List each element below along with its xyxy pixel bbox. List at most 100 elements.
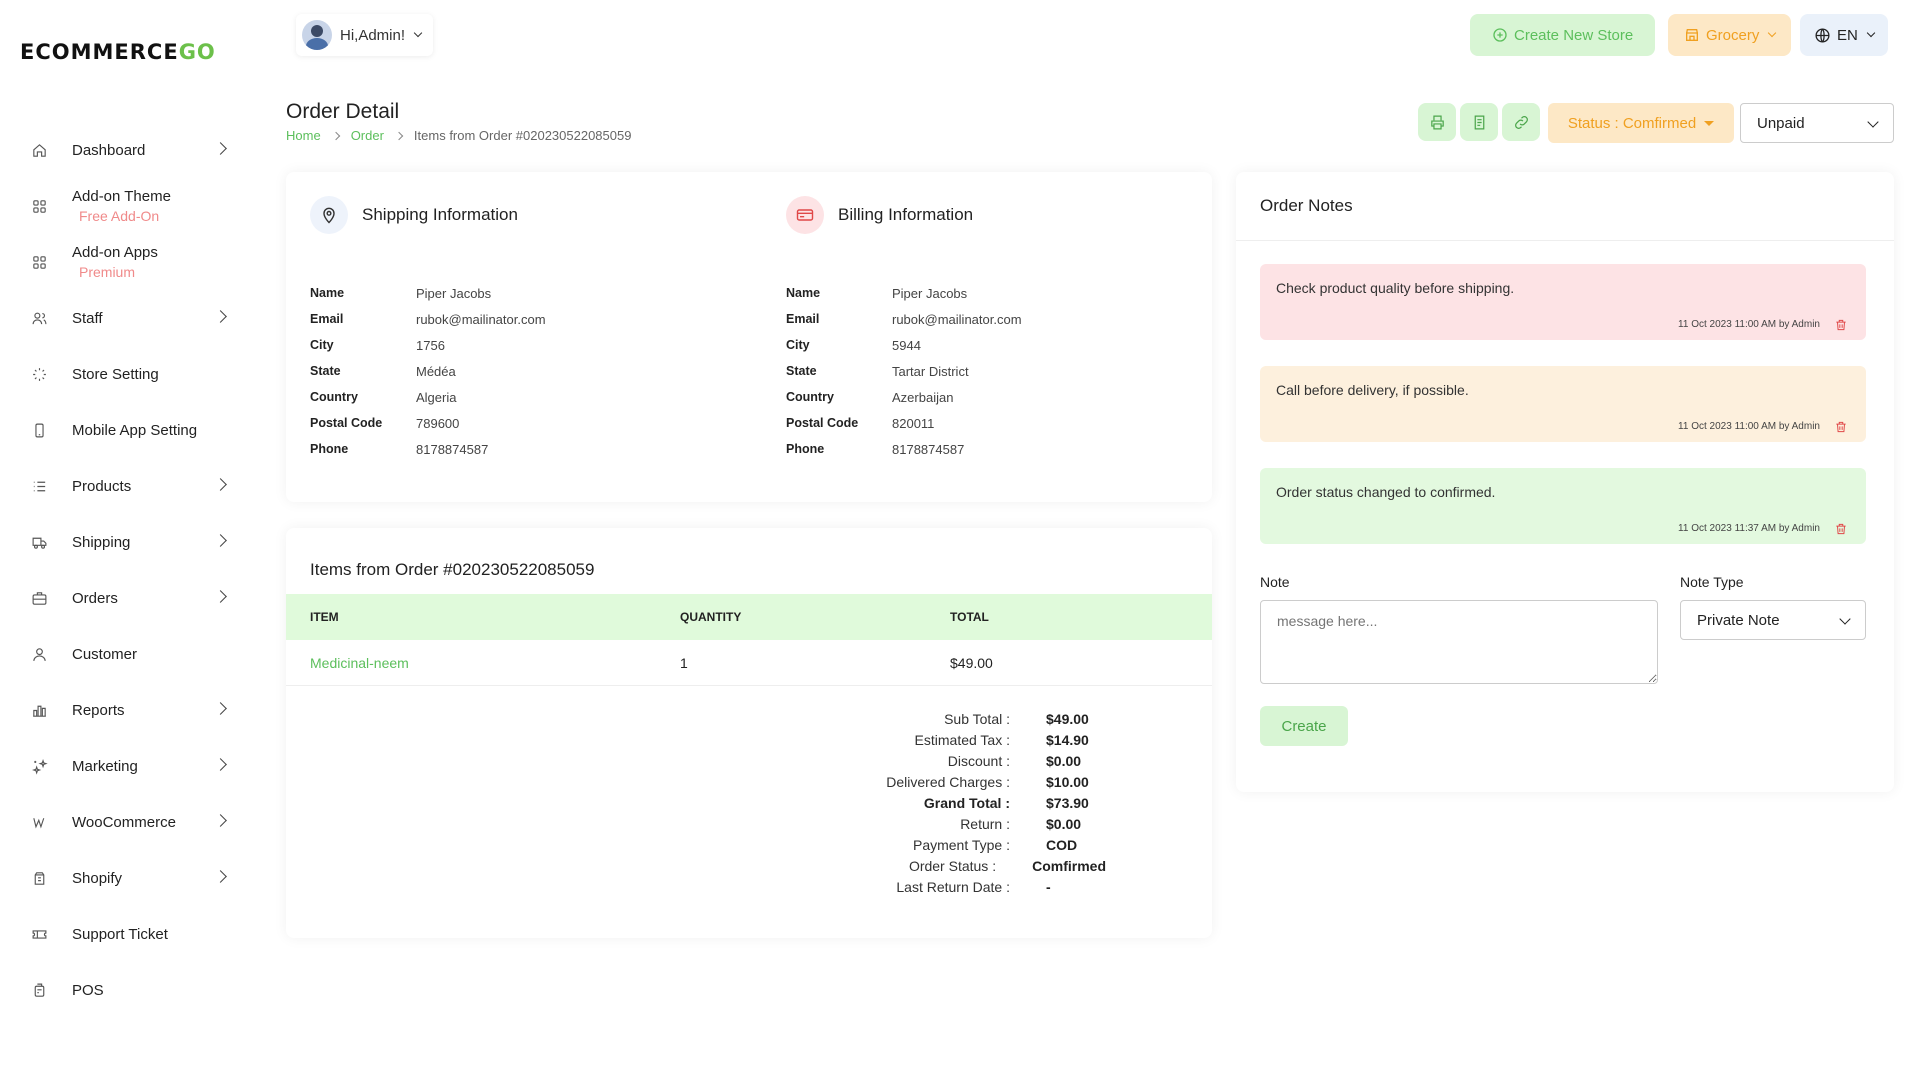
note-item: Call before delivery, if possible. 11 Oc… [1260, 366, 1866, 442]
field-value: Azerbaijan [892, 389, 954, 405]
note-type-select[interactable]: Private Note [1680, 600, 1866, 640]
total-row: Delivered Charges : $10.00 [686, 771, 1106, 792]
link-icon [1514, 115, 1528, 129]
chevron-right-icon [214, 758, 227, 771]
sidebar-item-products[interactable]: Products [0, 458, 260, 514]
sidebar-item-customer[interactable]: Customer [0, 626, 260, 682]
total-label: Discount : [947, 752, 1010, 769]
col-item: ITEM [310, 610, 339, 624]
chevron-down-icon [413, 28, 423, 38]
store-select[interactable]: Grocery [1668, 14, 1792, 56]
sidebar-item-support-ticket[interactable]: Support Ticket [0, 906, 260, 962]
field-label: Postal Code [310, 416, 383, 430]
user-menu[interactable]: Hi,Admin! [296, 14, 433, 56]
mobile-icon [30, 421, 48, 439]
sidebar-item-staff[interactable]: Staff [0, 290, 260, 346]
billing-row-state: State Tartar District [786, 358, 1176, 384]
total-row: Order Status : Comfirmed [686, 855, 1106, 876]
breadcrumb-home[interactable]: Home [286, 128, 321, 143]
total-value: - [1046, 878, 1051, 895]
sidebar-item-label: Shopify [72, 869, 123, 887]
notes-title: Order Notes [1260, 196, 1353, 215]
total-label: Return : [960, 815, 1010, 832]
chevron-right-icon [214, 814, 227, 827]
breadcrumb: Home Order Items from Order #02023052208… [286, 128, 631, 143]
sidebar-item-dashboard[interactable]: Dashboard [0, 122, 260, 178]
trash-icon[interactable] [1834, 522, 1848, 536]
field-value: 1756 [416, 337, 445, 353]
create-note-button[interactable]: Create [1260, 706, 1348, 746]
breadcrumb-current: Items from Order #020230522085059 [413, 128, 632, 143]
field-value: Piper Jacobs [892, 285, 968, 301]
sidebar-item-woocommerce[interactable]: WooCommerce [0, 794, 260, 850]
sidebar-item-shipping[interactable]: Shipping [0, 514, 260, 570]
field-label: Name [310, 286, 345, 300]
sidebar-item-pos[interactable]: POS [0, 962, 260, 1018]
users-icon [30, 309, 48, 327]
bar-chart-icon [30, 701, 48, 719]
sidebar-item-marketing[interactable]: Marketing [0, 738, 260, 794]
chevron-right-icon [394, 131, 404, 140]
note-label: Note [1260, 574, 1290, 590]
shipping-row-state: State Médéa [310, 358, 700, 384]
address-card: Shipping Information Name Piper Jacobs Ema… [286, 172, 1212, 502]
ticket-icon [30, 925, 48, 943]
sidebar: ECOMMERCEGO Dashboard Add-on Theme Free Ad… [0, 0, 260, 1080]
chevron-right-icon [214, 534, 227, 547]
invoice-button[interactable] [1460, 103, 1498, 141]
total-label: Last Return Date : [896, 878, 1010, 895]
print-button[interactable] [1418, 103, 1456, 141]
shipping-row-city: City 1756 [310, 332, 700, 358]
chevron-down-icon [1768, 28, 1777, 38]
col-total: TOTAL [950, 610, 989, 624]
total-label: Order Status : [908, 857, 997, 874]
field-label: State [310, 364, 341, 378]
chevron-right-icon [214, 702, 227, 715]
order-status-button[interactable]: Status : Comfirmed [1548, 103, 1734, 143]
field-value: Médéa [416, 363, 456, 379]
pos-icon [30, 981, 48, 999]
note-textarea[interactable] [1260, 600, 1658, 684]
sidebar-item-label: Support Ticket [72, 925, 168, 943]
sidebar-item-mobile-app-setting[interactable]: Mobile App Setting [0, 402, 260, 458]
breadcrumb-order[interactable]: Order [350, 128, 384, 143]
user-icon [30, 645, 48, 663]
chevron-right-icon [214, 870, 227, 883]
grid-icon [30, 253, 48, 271]
sidebar-item-reports[interactable]: Reports [0, 682, 260, 738]
field-label: Email [786, 312, 820, 326]
field-value: Piper Jacobs [416, 285, 492, 301]
sidebar-nav: Dashboard Add-on Theme Free Add-On Add-on A… [0, 122, 260, 1018]
create-new-store-button[interactable]: Create New Store [1470, 14, 1656, 56]
sidebar-item-label: Products [72, 477, 132, 495]
total-value: $14.90 [1046, 731, 1089, 748]
total-label: Payment Type : [912, 836, 1010, 853]
field-value: Algeria [416, 389, 457, 405]
field-label: Phone [786, 442, 825, 456]
credit-card-icon [786, 196, 824, 234]
sidebar-item-add-on-theme[interactable]: Add-on Theme Free Add-On [0, 178, 260, 234]
copy-link-button[interactable] [1502, 103, 1540, 141]
shipping-row-postal-code: Postal Code 789600 [310, 410, 700, 436]
trash-icon[interactable] [1834, 420, 1848, 434]
woocommerce-icon [30, 813, 48, 831]
sidebar-item-shopify[interactable]: Shopify [0, 850, 260, 906]
phone-link[interactable]: 8178874587 [416, 441, 489, 457]
field-label: City [310, 338, 334, 352]
billing-details: Name Piper Jacobs Email rubok@mailinator.co… [786, 280, 1176, 462]
sidebar-item-store-setting[interactable]: Store Setting [0, 346, 260, 402]
items-title: Items from Order #020230522085059 [310, 560, 595, 579]
field-value: rubok@mailinator.com [892, 311, 1022, 327]
total-row: Payment Type : COD [686, 834, 1106, 855]
trash-icon[interactable] [1834, 318, 1848, 332]
item-link[interactable]: Medicinal-neem [310, 654, 409, 671]
phone-link[interactable]: 8178874587 [892, 441, 965, 457]
sidebar-item-orders[interactable]: Orders [0, 570, 260, 626]
sidebar-item-label: WooCommerce [72, 813, 176, 831]
logo[interactable]: ECOMMERCEGO [20, 40, 216, 64]
sidebar-item-add-on-apps[interactable]: Add-on Apps Premium [0, 234, 260, 290]
language-select[interactable]: EN [1800, 14, 1888, 56]
total-row: Sub Total : $49.00 [686, 708, 1106, 729]
field-label: Postal Code [786, 416, 859, 430]
payment-status-select[interactable]: Unpaid [1740, 103, 1894, 143]
